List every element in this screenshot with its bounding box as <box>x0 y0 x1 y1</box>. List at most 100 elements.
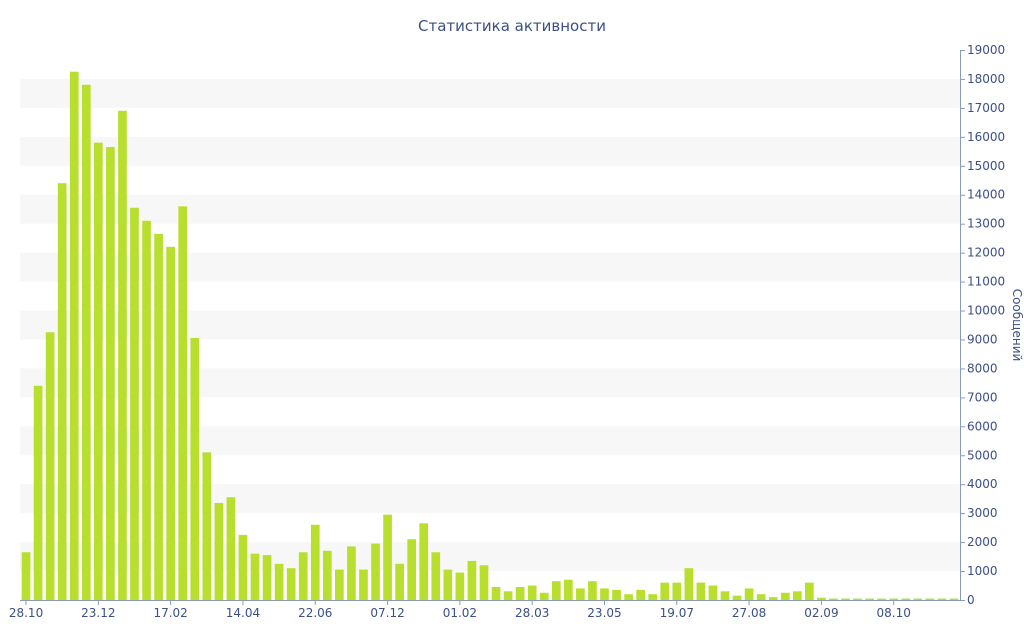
grid-band <box>20 484 960 514</box>
bar <box>371 543 380 600</box>
bar <box>672 582 682 600</box>
bar <box>479 565 489 600</box>
x-axis-ticks: 28.10 23.12 17.02 14.04 22.06 07.12 01.02 28.03… <box>9 600 911 620</box>
grid-band <box>20 310 960 340</box>
x-tick-label: 19.07 <box>660 606 694 620</box>
y-tick-label: 17000 <box>967 101 1005 115</box>
grid-bands <box>20 78 960 572</box>
bar <box>684 568 694 600</box>
bar <box>130 207 139 600</box>
bar <box>780 592 790 600</box>
bar <box>491 586 501 600</box>
bar <box>310 524 320 600</box>
grid-band <box>20 542 960 572</box>
bar <box>142 220 151 601</box>
y-tick-label: 5000 <box>967 448 998 462</box>
x-tick-label: 08.10 <box>877 606 911 620</box>
x-tick-label: 27.08 <box>732 606 766 620</box>
x-tick-label: 22.06 <box>298 606 332 620</box>
x-tick-label: 01.02 <box>443 606 477 620</box>
bar <box>274 563 284 600</box>
x-tick-label: 28.10 <box>9 606 43 620</box>
bar <box>805 582 814 600</box>
y-tick-label: 19000 <box>967 43 1005 57</box>
bar <box>298 552 308 600</box>
bar <box>467 560 477 600</box>
bar <box>214 503 224 600</box>
bar <box>732 595 742 600</box>
bar <box>539 592 549 600</box>
y-tick-label: 13000 <box>967 217 1005 231</box>
x-tick-label: 07.12 <box>370 606 404 620</box>
bar <box>756 594 766 600</box>
bar <box>33 385 43 600</box>
bar <box>877 598 887 600</box>
chart-title: Статистика активности <box>418 17 606 35</box>
bar <box>106 146 115 600</box>
bar <box>503 591 513 600</box>
bar <box>407 539 417 600</box>
bar <box>81 84 91 601</box>
y-tick-label: 9000 <box>967 332 998 346</box>
y-tick-label: 11000 <box>967 275 1005 289</box>
bar <box>335 569 344 600</box>
bar <box>768 597 778 600</box>
y-axis-label: Сообщений <box>1010 289 1024 362</box>
y-tick-label: 2000 <box>967 535 998 549</box>
bar <box>841 598 850 600</box>
bar <box>612 589 621 600</box>
grid-band <box>20 136 960 166</box>
grid-band <box>20 252 960 282</box>
bar <box>648 594 658 600</box>
bar <box>154 233 163 600</box>
bar <box>45 332 55 600</box>
bar <box>262 555 272 600</box>
bar <box>431 552 441 600</box>
y-tick-label: 15000 <box>967 159 1005 173</box>
bar <box>817 597 826 600</box>
bar <box>226 497 236 600</box>
bar <box>443 569 453 600</box>
bar <box>624 594 633 600</box>
y-tick-label: 3000 <box>967 506 998 520</box>
bar <box>395 563 404 600</box>
bar <box>696 582 706 600</box>
bar <box>829 598 838 600</box>
bar <box>455 572 465 600</box>
y-tick-label: 1000 <box>967 564 998 578</box>
bar <box>322 550 332 600</box>
bar <box>853 598 862 600</box>
bar <box>202 452 212 600</box>
bar <box>419 523 429 600</box>
bar <box>118 110 127 600</box>
bar <box>69 71 79 600</box>
bar <box>21 552 31 600</box>
bar <box>383 514 392 600</box>
bar-series <box>21 71 959 601</box>
bar <box>720 591 730 600</box>
x-tick-label: 23.12 <box>81 606 115 620</box>
bar <box>527 585 537 600</box>
bar <box>359 569 368 600</box>
bar <box>190 338 200 600</box>
grid-band <box>20 426 960 456</box>
y-tick-label: 18000 <box>967 72 1005 86</box>
x-tick-label: 02.09 <box>804 606 838 620</box>
bar <box>347 546 356 600</box>
bar <box>937 598 947 600</box>
bar <box>865 598 874 600</box>
bar <box>166 246 175 600</box>
bar <box>708 585 718 600</box>
y-tick-label: 12000 <box>967 246 1005 260</box>
bar <box>925 598 935 600</box>
y-tick-label: 4000 <box>967 477 998 491</box>
x-tick-label: 14.04 <box>226 606 260 620</box>
y-tick-label: 14000 <box>967 188 1005 202</box>
y-tick-label: 6000 <box>967 419 998 433</box>
bar <box>636 589 645 600</box>
bar <box>588 581 597 600</box>
bar <box>600 588 609 600</box>
y-axis-ticks: 0 1000 2000 3000 4000 5000 6000 7000 8000 9000 100… <box>960 43 1005 607</box>
